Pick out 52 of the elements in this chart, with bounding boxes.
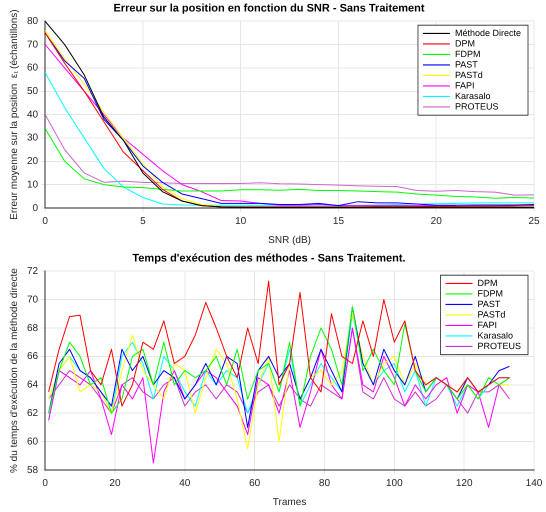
- x-tick-label: 10: [235, 216, 247, 227]
- x-tick-label: 80: [318, 478, 330, 489]
- x-tick-label: 25: [528, 216, 540, 227]
- chart-title: Erreur sur la position en fonction du SNR - Sans Traitement: [113, 2, 425, 15]
- legend-label: PAST: [477, 298, 501, 309]
- chart-title: Temps d'exécution des méthodes - Sans Traitement.: [132, 252, 406, 265]
- x-tick-label: 0: [42, 478, 48, 489]
- x-tick-label: 20: [109, 478, 121, 489]
- y-tick-label: 68: [27, 322, 39, 334]
- x-tick-label: 15: [332, 216, 344, 227]
- y-tick-label: 70: [27, 39, 39, 50]
- x-axis-title: SNR (dB): [268, 234, 311, 246]
- legend-label: PASTd: [477, 309, 506, 320]
- y-axis-title: % du temps d'exécution de la méthode directe: [8, 268, 20, 474]
- legend-label: PASTd: [454, 70, 483, 80]
- x-tick-label: 140: [526, 478, 543, 489]
- y-tick-label: 72: [27, 266, 39, 277]
- y-tick-label: 60: [27, 436, 39, 448]
- x-tick-label: 5: [140, 216, 146, 227]
- y-tick-label: 0: [32, 202, 39, 214]
- y-tick-label: 50: [27, 86, 39, 97]
- y-tick-label: 70: [27, 294, 39, 306]
- x-tick-label: 60: [249, 478, 261, 489]
- legend-label: FDPM: [454, 48, 480, 59]
- y-tick-label: 60: [27, 62, 39, 74]
- y-axis-title: Erreur moyenne sur la position εₜ (échantillons): [8, 9, 20, 220]
- legend-label: PROTEUS: [477, 340, 522, 351]
- legend-label: PROTEUS: [454, 101, 498, 112]
- legend-label: Méthode Directe: [454, 28, 522, 38]
- legend-label: FDPM: [477, 288, 503, 298]
- x-tick-label: 120: [456, 478, 473, 489]
- legend-label: Karasalo: [477, 330, 514, 340]
- legend-label: FAPI: [454, 80, 474, 90]
- legend-label: DPM: [477, 278, 498, 288]
- y-tick-label: 40: [27, 109, 39, 120]
- y-tick-label: 62: [27, 408, 39, 419]
- y-tick-label: 20: [27, 156, 39, 168]
- legend-label: Karasalo: [454, 90, 490, 101]
- x-axis-title: Trames: [272, 496, 306, 508]
- legend-label: FAPI: [477, 320, 498, 330]
- legend-label: DPM: [454, 38, 475, 48]
- y-tick-label: 66: [27, 351, 39, 362]
- legend-label: PAST: [454, 59, 478, 70]
- y-tick-label: 64: [27, 380, 39, 391]
- x-tick-label: 0: [42, 216, 48, 227]
- y-tick-label: 80: [27, 16, 39, 27]
- x-tick-label: 40: [179, 478, 191, 489]
- y-tick-label: 30: [27, 132, 39, 144]
- y-tick-label: 10: [27, 179, 39, 190]
- x-tick-label: 100: [386, 478, 404, 489]
- y-tick-label: 58: [27, 464, 39, 476]
- x-tick-label: 20: [430, 216, 442, 227]
